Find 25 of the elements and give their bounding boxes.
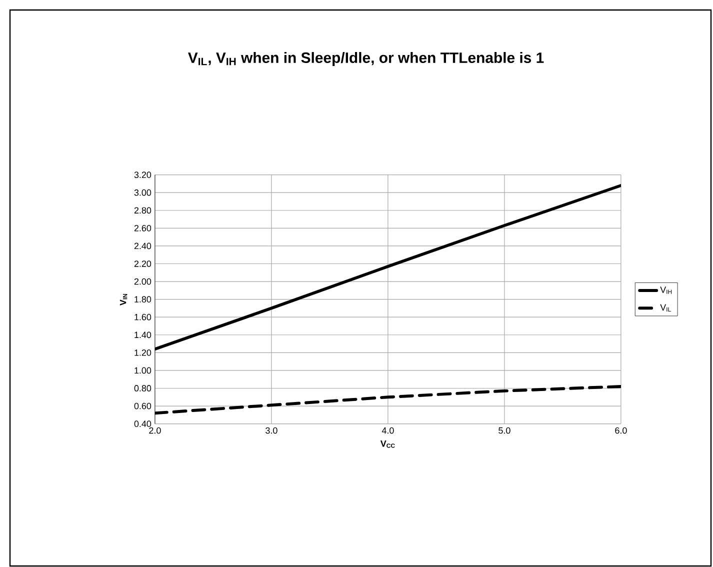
y-tick-label: 2.20 [134, 260, 152, 267]
legend-label: V$_{IL}$ [660, 304, 671, 312]
y-tick-label: 0.40 [134, 420, 152, 427]
y-tick-label: 1.40 [134, 332, 152, 338]
y-axis-title: V$_{IN}$ [120, 294, 128, 306]
y-tick-label: 3.00 [134, 189, 152, 196]
y-tick-label: 3.20 [134, 172, 152, 178]
chart-title: V$_{IL}$, V$_{IH}$ when in Sleep/Idle, or when TTLenable is 1 [188, 52, 544, 66]
y-tick-label: 1.00 [134, 367, 152, 374]
x-tick-label: 4.0 [382, 427, 394, 434]
legend-label: V$_{IH}$ [660, 286, 672, 294]
y-tick-label: 2.00 [134, 278, 152, 285]
y-tick-label: 2.60 [134, 224, 152, 232]
y-tick-label: 1.60 [134, 314, 152, 320]
y-tick-label: 0.80 [134, 385, 152, 392]
y-tick-label: 2.80 [134, 207, 152, 214]
x-tick-label: 2.0 [149, 427, 161, 434]
x-tick-label: 3.0 [266, 427, 278, 434]
x-tick-label: 5.0 [498, 427, 510, 434]
x-axis-title: V$_{CC}$ [380, 440, 395, 448]
x-tick-label: 6.0 [615, 427, 627, 434]
y-tick-label: 0.60 [134, 402, 152, 410]
y-tick-label: 1.20 [134, 349, 152, 356]
y-tick-label: 2.40 [134, 242, 152, 250]
y-tick-label: 1.80 [134, 296, 152, 302]
